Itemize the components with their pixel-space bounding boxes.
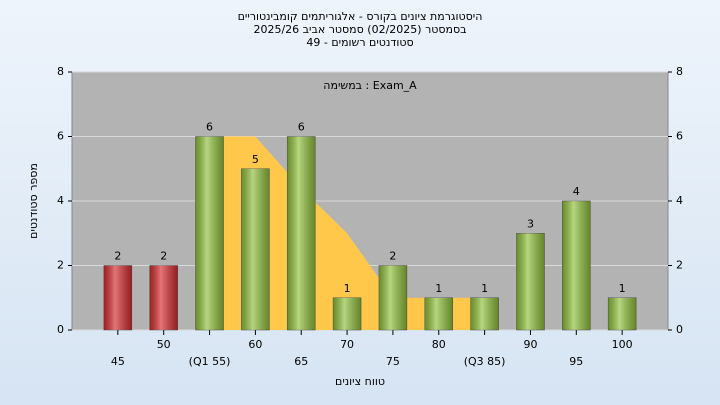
bar-shade bbox=[608, 297, 637, 330]
value-label: 1 bbox=[435, 282, 442, 295]
value-label: 1 bbox=[619, 282, 626, 295]
value-label: 1 bbox=[344, 282, 351, 295]
x-tick-label: 65 bbox=[294, 355, 308, 368]
bar-shade bbox=[149, 265, 178, 330]
annotation: במשימה : Exam_A bbox=[323, 79, 417, 92]
y-tick-label: 2 bbox=[57, 259, 64, 272]
bar-shade bbox=[378, 265, 407, 330]
x-tick-label: (Q3 85) bbox=[464, 355, 506, 368]
area bbox=[209, 136, 485, 330]
bar-shade bbox=[470, 297, 499, 330]
value-label: 3 bbox=[527, 217, 534, 230]
y2-tick-label: 4 bbox=[676, 194, 683, 207]
value-label: 6 bbox=[298, 121, 305, 134]
value-label: 4 bbox=[573, 185, 580, 198]
x-tick-label: 95 bbox=[569, 355, 583, 368]
x-tick-label: 90 bbox=[523, 338, 537, 351]
bar-shade bbox=[103, 265, 132, 330]
y-tick-label: 6 bbox=[57, 130, 64, 143]
chart-title: היסטוגרמת ציונים בקורס - אלגוריתמים קומב… bbox=[238, 10, 483, 23]
x-tick-label: 75 bbox=[386, 355, 400, 368]
value-label: 2 bbox=[114, 250, 121, 263]
y2-tick-label: 8 bbox=[676, 65, 683, 78]
y2-tick-label: 6 bbox=[676, 130, 683, 143]
y2-tick-label: 0 bbox=[676, 323, 683, 336]
y2-tick-label: 2 bbox=[676, 259, 683, 272]
value-label: 6 bbox=[206, 121, 213, 134]
x-tick-label: 70 bbox=[340, 338, 354, 351]
x-tick-label: (Q1 55) bbox=[189, 355, 231, 368]
x-tick-label: 80 bbox=[432, 338, 446, 351]
x-tick-label: 100 bbox=[612, 338, 633, 351]
x-tick-label: 60 bbox=[248, 338, 262, 351]
x-tick-label: 45 bbox=[111, 355, 125, 368]
bar-shade bbox=[287, 136, 316, 330]
x-tick-label: 50 bbox=[157, 338, 171, 351]
bar-shade bbox=[562, 201, 591, 330]
bar-shade bbox=[195, 136, 224, 330]
bar-shade bbox=[516, 233, 545, 330]
value-label: 5 bbox=[252, 153, 259, 166]
subtitle: בסמסטר (02/2025) סמסטר אביב 2025/26 bbox=[253, 23, 466, 36]
y-tick-label: 0 bbox=[57, 323, 64, 336]
bar-shade bbox=[333, 297, 362, 330]
x-axis-label: טווח ציונים bbox=[335, 375, 385, 388]
value-label: 2 bbox=[389, 250, 396, 263]
y-axis-label: מספר סטודנטים bbox=[27, 163, 40, 239]
bar-shade bbox=[424, 297, 453, 330]
value-label: 1 bbox=[481, 282, 488, 295]
y-tick-label: 8 bbox=[57, 65, 64, 78]
subtitle: סטודנטים רשומים - 49 bbox=[306, 36, 413, 49]
y-tick-label: 4 bbox=[57, 194, 64, 207]
bar-shade bbox=[241, 168, 270, 330]
value-label: 2 bbox=[160, 250, 167, 263]
